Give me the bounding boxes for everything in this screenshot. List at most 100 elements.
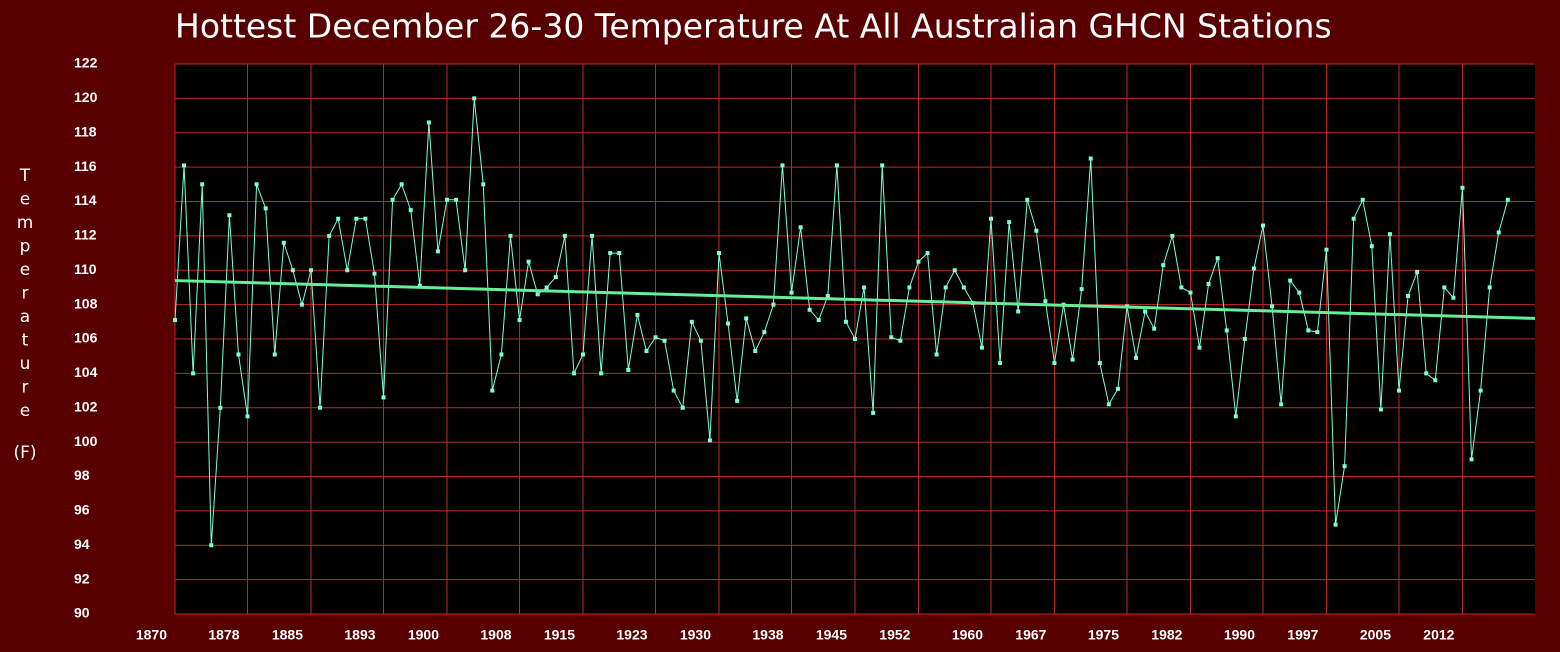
- data-point: [1034, 228, 1039, 233]
- data-point: [553, 275, 558, 280]
- data-point: [463, 268, 468, 273]
- data-point: [989, 216, 993, 221]
- data-point: [245, 414, 250, 419]
- y-tick-label: 98: [74, 467, 90, 483]
- data-point: [191, 371, 196, 376]
- data-point: [200, 182, 205, 187]
- data-point: [1297, 290, 1302, 295]
- data-point: [1496, 230, 1501, 235]
- data-point: [1106, 402, 1111, 407]
- data-point: [698, 338, 703, 343]
- y-tick-label: 118: [74, 123, 97, 139]
- y-tick-label: 100: [74, 433, 98, 449]
- data-point: [680, 405, 685, 410]
- data-point: [1070, 357, 1075, 362]
- data-point: [1224, 328, 1229, 333]
- data-point: [1097, 361, 1102, 366]
- data-point: [1206, 282, 1211, 286]
- x-tick-label: 1900: [408, 627, 439, 643]
- y-tick-label: 120: [74, 89, 98, 105]
- data-point: [943, 285, 948, 290]
- data-point: [254, 182, 259, 187]
- data-point: [762, 330, 767, 335]
- data-point: [1115, 386, 1120, 391]
- data-point: [816, 318, 821, 323]
- data-point: [562, 233, 567, 238]
- data-point: [1134, 355, 1139, 360]
- data-point: [889, 335, 894, 340]
- data-point: [336, 216, 341, 221]
- x-tick-label: 1952: [879, 627, 910, 643]
- data-point: [735, 398, 740, 403]
- data-point: [1378, 407, 1383, 412]
- data-point: [834, 163, 839, 168]
- data-point: [345, 268, 350, 273]
- data-point: [1052, 361, 1057, 366]
- x-tick-label: 1997: [1287, 627, 1318, 643]
- x-tick-label: 1967: [1015, 627, 1046, 643]
- data-point: [363, 216, 368, 221]
- data-point: [299, 302, 304, 307]
- x-tick-label: 1908: [480, 627, 511, 643]
- y-tick-label: 114: [74, 192, 97, 208]
- data-point: [1478, 388, 1483, 393]
- data-point: [508, 233, 513, 238]
- data-point: [1433, 378, 1438, 383]
- data-point: [1333, 522, 1338, 527]
- y-axis-unit: (F): [13, 443, 36, 463]
- data-point: [408, 208, 413, 213]
- data-point: [1143, 309, 1148, 314]
- data-point: [1342, 464, 1347, 469]
- data-point: [771, 302, 776, 307]
- y-tick-label: 110: [74, 261, 97, 277]
- x-tick-label: 1885: [272, 627, 303, 643]
- data-point: [182, 163, 187, 168]
- data-point: [1306, 328, 1311, 333]
- data-point: [1288, 278, 1293, 283]
- data-point: [571, 371, 576, 376]
- data-point: [907, 285, 912, 290]
- data-point: [1360, 197, 1365, 202]
- data-point: [399, 182, 404, 187]
- data-point: [481, 182, 486, 187]
- data-point: [726, 321, 731, 326]
- y-tick-label: 106: [74, 330, 98, 346]
- data-point: [445, 197, 449, 202]
- data-point: [1351, 216, 1356, 221]
- data-point: [979, 345, 984, 350]
- data-point: [417, 283, 422, 288]
- data-point: [1279, 402, 1284, 407]
- data-point: [753, 349, 758, 354]
- data-point: [853, 337, 857, 341]
- data-point: [318, 405, 323, 410]
- data-point: [1251, 266, 1256, 271]
- data-point: [1215, 256, 1220, 261]
- data-point: [934, 352, 939, 357]
- data-point: [798, 225, 803, 230]
- trend-line: [174, 279, 1536, 320]
- y-tick-label: 92: [74, 570, 90, 586]
- data-point: [952, 268, 957, 273]
- data-point: [1197, 345, 1202, 350]
- data-point: [454, 197, 459, 202]
- data-point: [435, 249, 440, 254]
- data-point: [1451, 295, 1456, 300]
- data-point: [1188, 290, 1193, 295]
- data-point: [644, 349, 649, 354]
- y-tick-label: 90: [74, 605, 90, 621]
- y-tick-label: 108: [74, 295, 98, 311]
- data-point: [1442, 285, 1447, 290]
- data-point: [1397, 388, 1401, 393]
- y-tick-label: 96: [74, 502, 90, 518]
- x-tick-label: 1990: [1224, 627, 1255, 643]
- data-point: [236, 352, 241, 357]
- data-line: [174, 98, 1509, 546]
- data-point: [526, 259, 531, 264]
- data-point: [1233, 414, 1238, 419]
- data-point: [1270, 304, 1275, 309]
- x-tick-label: 1923: [616, 627, 647, 643]
- chart-title: Hottest December 26-30 Temperature At Al…: [175, 7, 1332, 46]
- data-point: [1415, 269, 1420, 274]
- data-point: [227, 213, 232, 218]
- data-point: [961, 285, 966, 290]
